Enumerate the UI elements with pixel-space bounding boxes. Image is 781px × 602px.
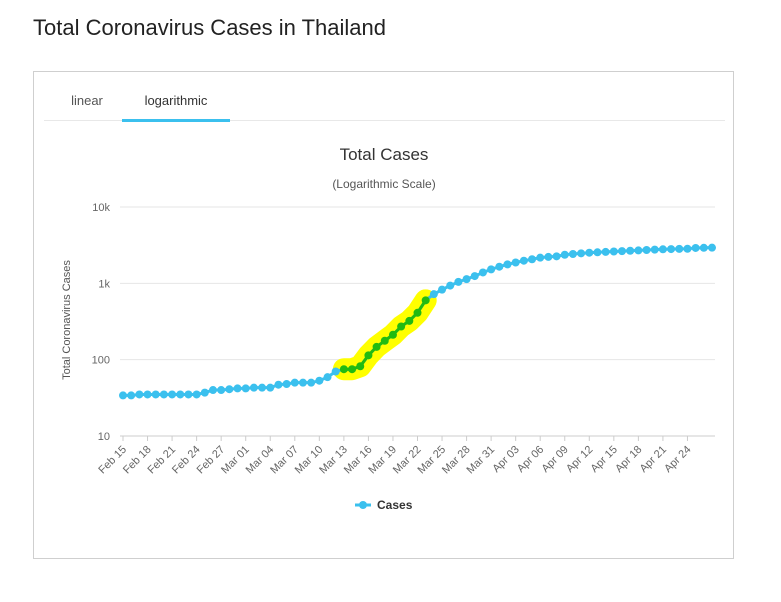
data-point bbox=[348, 365, 357, 374]
data-point bbox=[208, 386, 217, 395]
data-point bbox=[536, 253, 545, 262]
data-point bbox=[290, 378, 299, 387]
data-point bbox=[511, 258, 520, 267]
data-point bbox=[119, 391, 127, 400]
data-point bbox=[577, 249, 586, 258]
data-point bbox=[192, 390, 201, 399]
data-point bbox=[568, 249, 577, 258]
data-point bbox=[519, 256, 528, 265]
y-axis-label: Total Coronavirus Cases bbox=[61, 260, 73, 380]
x-tick-label: Apr 18 bbox=[613, 444, 644, 475]
data-point bbox=[241, 384, 250, 393]
legend-marker-cases bbox=[359, 501, 367, 509]
data-point bbox=[691, 243, 700, 252]
chart-subtitle: (Logarithmic Scale) bbox=[332, 177, 435, 191]
x-tick-label: Apr 12 bbox=[564, 444, 595, 475]
data-point bbox=[298, 378, 307, 387]
y-tick-label: 100 bbox=[92, 355, 110, 367]
y-tick-label: 10k bbox=[92, 202, 110, 214]
chart-svg: Total Cases (Logarithmic Scale) Total Co… bbox=[61, 145, 716, 512]
data-point bbox=[151, 390, 160, 399]
tab-logarithmic[interactable]: logarithmic bbox=[122, 72, 230, 122]
data-point bbox=[478, 268, 487, 277]
data-point bbox=[266, 383, 275, 392]
data-point bbox=[495, 262, 504, 271]
data-point bbox=[421, 296, 430, 305]
data-point bbox=[127, 391, 136, 400]
data-point bbox=[708, 243, 716, 252]
scale-tabs: linear logarithmic bbox=[44, 72, 725, 122]
data-point bbox=[364, 351, 373, 360]
data-point bbox=[356, 362, 365, 371]
data-point bbox=[274, 380, 283, 389]
x-tick-label: Apr 03 bbox=[490, 444, 521, 475]
data-point bbox=[438, 285, 447, 294]
y-tick-label: 10 bbox=[98, 431, 110, 443]
data-point bbox=[454, 277, 463, 286]
data-point bbox=[184, 390, 193, 399]
data-point bbox=[585, 248, 594, 257]
data-point bbox=[282, 380, 291, 388]
data-point bbox=[258, 383, 267, 392]
data-point bbox=[331, 367, 340, 376]
data-point bbox=[699, 243, 708, 252]
x-tick-label: Apr 21 bbox=[638, 444, 669, 475]
x-tick-label: Apr 06 bbox=[515, 444, 546, 475]
data-point bbox=[609, 247, 618, 256]
data-point bbox=[560, 250, 569, 259]
data-point bbox=[470, 272, 479, 281]
x-tick-label: Apr 24 bbox=[662, 444, 693, 475]
data-point bbox=[503, 260, 512, 269]
data-point bbox=[618, 247, 627, 256]
y-tick-label: 1k bbox=[98, 278, 110, 290]
page-title: Total Coronavirus Cases in Thailand bbox=[33, 15, 386, 40]
data-point bbox=[233, 384, 242, 393]
data-point bbox=[372, 342, 381, 351]
data-point bbox=[315, 376, 324, 385]
data-point bbox=[323, 373, 332, 382]
data-point bbox=[413, 308, 422, 317]
data-point bbox=[143, 390, 152, 399]
data-point bbox=[307, 378, 316, 387]
data-point bbox=[176, 390, 185, 399]
data-point bbox=[658, 245, 667, 254]
data-point bbox=[487, 265, 496, 274]
data-point bbox=[397, 322, 406, 331]
data-point bbox=[388, 330, 397, 339]
x-tick-label: Apr 15 bbox=[589, 444, 620, 475]
data-point bbox=[528, 255, 537, 264]
chart-card: linear logarithmic Total Cases (Logarith… bbox=[33, 71, 734, 559]
legend-label-cases: Cases bbox=[377, 498, 413, 512]
data-point bbox=[405, 316, 414, 325]
data-point bbox=[667, 245, 676, 254]
data-point bbox=[593, 248, 602, 257]
chart-legend[interactable]: Cases bbox=[355, 498, 413, 512]
data-point bbox=[626, 246, 635, 255]
data-point bbox=[217, 386, 226, 395]
data-point bbox=[339, 365, 348, 374]
x-tick-label: Apr 09 bbox=[539, 444, 570, 475]
data-point bbox=[168, 390, 177, 399]
data-point bbox=[552, 252, 561, 261]
data-point bbox=[675, 244, 684, 253]
data-point bbox=[225, 385, 234, 394]
data-point bbox=[544, 252, 553, 261]
data-point bbox=[683, 244, 692, 253]
data-point bbox=[380, 336, 389, 345]
data-point bbox=[601, 247, 610, 256]
data-point bbox=[249, 383, 258, 392]
data-point bbox=[650, 245, 659, 254]
chart-title: Total Cases bbox=[340, 145, 429, 164]
data-point bbox=[429, 290, 438, 299]
data-point bbox=[642, 246, 651, 254]
highlight-band bbox=[332, 289, 437, 381]
data-point bbox=[159, 390, 168, 399]
data-point bbox=[135, 390, 144, 399]
tab-linear[interactable]: linear bbox=[71, 93, 103, 108]
data-point bbox=[634, 246, 643, 255]
data-point bbox=[462, 275, 471, 284]
x-tick-label: Mar 31 bbox=[465, 444, 498, 477]
data-point bbox=[200, 388, 209, 397]
data-point bbox=[446, 281, 455, 290]
